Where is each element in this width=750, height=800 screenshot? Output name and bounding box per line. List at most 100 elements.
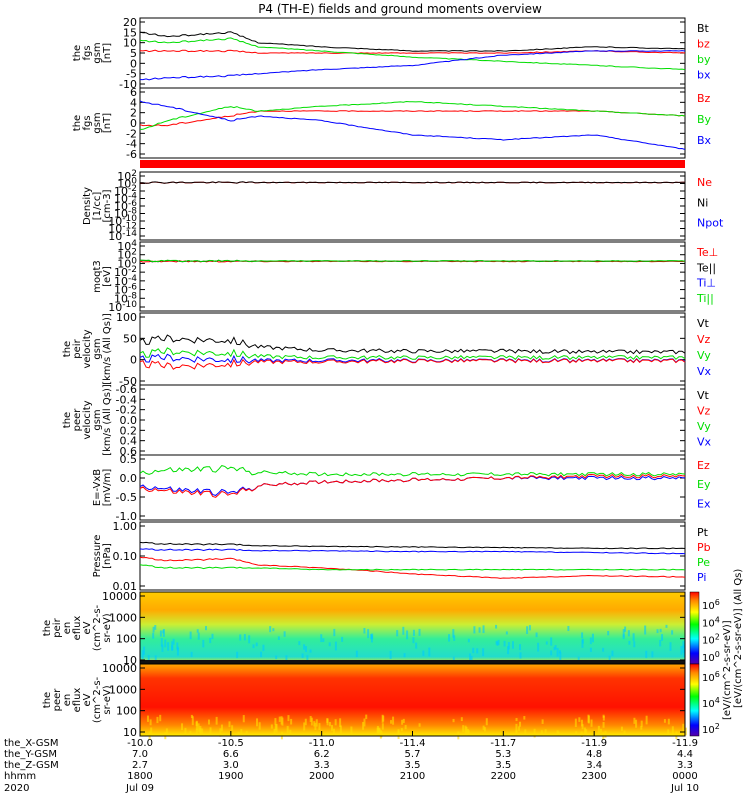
colorbar-label: [eV/(cm^2-s-sr-eV)]	[722, 620, 733, 720]
panel-frame	[139, 521, 686, 591]
spectrogram-speckle	[470, 655, 473, 663]
spectrogram-speckle	[164, 639, 167, 648]
y-tick-label: 0.10	[113, 550, 138, 563]
spectrogram-speckle	[365, 714, 368, 720]
legend-Ti⊥: Ti⊥	[696, 277, 716, 290]
spectrogram-speckle	[301, 653, 304, 658]
spectrogram-speckle	[231, 725, 234, 731]
xaxis-value: 2000	[309, 771, 334, 782]
series-By	[139, 100, 686, 130]
legend-Pt: Pt	[697, 526, 709, 539]
spectrogram-speckle	[320, 634, 323, 643]
spectrogram-speckle	[304, 718, 307, 726]
spectrogram-speckle	[587, 714, 590, 723]
legend-Pb: Pb	[697, 541, 711, 554]
spectrogram-speckle	[275, 655, 278, 660]
spectrogram-speckle	[624, 626, 627, 632]
spectrogram-speckle	[281, 717, 284, 726]
spectrogram-speckle	[507, 646, 510, 655]
y-tick-label: 0	[130, 117, 137, 130]
y-tick-label: 0.5	[120, 453, 138, 466]
spectrogram-speckle	[476, 648, 479, 654]
y-axis-label: moqt3 [eV]	[92, 260, 113, 293]
spectrogram-speckle	[671, 630, 674, 635]
y-label-line: eV	[82, 693, 93, 706]
spectrogram-speckle	[640, 720, 643, 727]
spectrogram-speckle	[341, 636, 344, 642]
spectrogram-speckle	[298, 641, 301, 646]
spectrogram-speckle	[303, 722, 306, 731]
spectrogram-speckle	[367, 629, 370, 639]
spectrogram-speckle	[141, 650, 144, 659]
y-tick-label: 10-8	[114, 291, 137, 305]
spectrogram-speckle	[544, 729, 547, 733]
y-label-line: gsm	[92, 409, 103, 430]
colorbar-tick-label: 104	[702, 696, 720, 710]
y-tick-label: -6	[126, 148, 137, 161]
series-Vy	[139, 347, 686, 361]
spectrogram-speckle	[462, 725, 465, 733]
spectrogram-speckle	[472, 647, 475, 654]
xaxis-value: 3.5	[495, 760, 511, 771]
legend-Vy: Vy	[697, 349, 711, 362]
y-tick-label: 100	[116, 311, 137, 324]
y-tick-label: 4	[130, 96, 137, 109]
spectrogram-speckle	[503, 640, 506, 647]
spectrogram-speckle	[496, 641, 499, 646]
spectrogram-speckle	[314, 722, 317, 730]
y-tick-label: 0.4	[120, 435, 138, 448]
panel-peer_en: 10000 1000 100 10 the peer en eflux eV (cm^2-s-sr…	[42, 662, 687, 740]
spectrogram-speckle	[370, 634, 373, 640]
spectrogram-speckle	[152, 632, 155, 639]
spectrogram-speckle	[457, 731, 460, 740]
y-label-line: sr-eV)	[102, 685, 113, 714]
spectrogram-speckle	[195, 728, 198, 735]
spectrogram-speckle	[519, 652, 522, 659]
spectrogram-speckle	[452, 718, 455, 723]
xaxis-row-label: the_Z-GSM	[4, 760, 59, 771]
y-tick-label: 10000	[102, 590, 137, 603]
spectrogram-speckle	[154, 655, 157, 663]
spectrogram-speckle	[211, 633, 214, 640]
spectrogram-speckle	[219, 728, 222, 737]
spectrogram-speckle	[628, 640, 631, 645]
xaxis-value: 3.3	[677, 760, 693, 771]
spectrogram-speckle	[478, 627, 481, 633]
spectrogram-speckle	[309, 715, 312, 722]
series-Ex	[139, 475, 686, 496]
spectrogram-speckle	[159, 630, 162, 637]
spectrogram-speckle	[176, 642, 179, 650]
spectrogram-speckle	[680, 645, 683, 655]
spectrogram-speckle	[682, 723, 685, 732]
spectrogram-speckle	[176, 647, 179, 656]
y-tick-label: 1.00	[113, 520, 138, 533]
legend-Bz: Bz	[697, 92, 711, 105]
xaxis-row-label: hhmm	[4, 771, 36, 782]
xaxis-value: 5.3	[495, 749, 511, 760]
legend-Vz: Vz	[697, 333, 711, 346]
spectrogram-speckle	[363, 627, 366, 634]
spectrogram-speckle	[328, 722, 331, 727]
spectrogram-speckle	[519, 721, 522, 727]
spectrogram-speckle	[162, 630, 165, 634]
spectrogram-speckle	[376, 727, 379, 736]
series-bx	[140, 50, 686, 81]
spectrogram-speckle	[656, 629, 659, 634]
spectrogram-speckle	[248, 635, 251, 644]
y-label-line: Pressure	[92, 535, 103, 578]
y-label-line: en	[62, 694, 73, 707]
date-label: Jul 10	[670, 783, 699, 794]
y-tick-label: 1000	[109, 611, 137, 624]
y-axis-label: E=-VxB [mV/m]	[92, 469, 113, 507]
spectrogram-speckle	[201, 728, 204, 737]
xaxis-value: -10.5	[218, 738, 244, 749]
y-label-line: the	[42, 692, 53, 708]
spectrogram-speckle	[149, 719, 152, 726]
spectrogram-speckle	[523, 716, 526, 720]
spectrogram-speckle	[412, 637, 415, 644]
